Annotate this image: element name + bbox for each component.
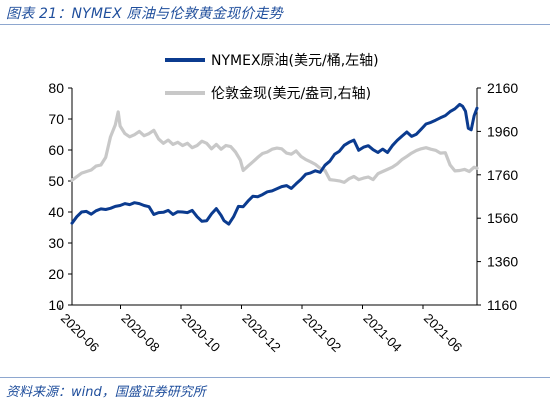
figure-title: 图表 21：NYMEX 原油与伦敦黄金现价走势 [6, 6, 283, 22]
left-tick-label: 50 [48, 173, 64, 189]
right-tick-label: 1360 [487, 254, 518, 270]
left-tick-label: 30 [48, 235, 64, 251]
x-tick-label: 2020-06 [58, 311, 102, 355]
series-line-london-gold [70, 110, 479, 184]
legend-label: NYMEX原油(美元/桶,左轴) [211, 53, 379, 69]
right-tick-label: 1760 [487, 167, 518, 183]
x-tick-label: 2021-02 [300, 311, 344, 355]
chart-canvas: 10 20 30 40 50 60 70 80 1160 1360 1560 1760 1960 216… [48, 53, 518, 355]
x-tick-label: 2021-06 [421, 311, 465, 355]
left-tick-label: 70 [48, 111, 64, 127]
x-axis: 2020-06 2020-08 2020-10 2020-12 2021-02 2021-… [58, 305, 465, 355]
source-note: 资料来源：wind，国盛证券研究所 [6, 385, 206, 400]
x-tick-label: 2020-12 [239, 311, 283, 355]
legend: NYMEX原油(美元/桶,左轴) 伦敦金现(美元/盎司,右轴) [165, 53, 379, 102]
right-tick-label: 1160 [487, 297, 517, 313]
x-tick-label: 2020-10 [179, 311, 223, 355]
left-tick-label: 40 [48, 204, 64, 220]
left-tick-label: 20 [48, 266, 64, 282]
plot-frame [71, 88, 478, 306]
right-tick-label: 1560 [487, 210, 518, 226]
left-tick-label: 80 [48, 80, 64, 96]
right-tick-label: 2160 [487, 80, 518, 96]
right-axis: 1160 1360 1560 1760 1960 2160 [477, 80, 518, 313]
left-tick-label: 10 [48, 297, 64, 313]
legend-label: 伦敦金现(美元/盎司,右轴) [211, 86, 371, 102]
title-divider [0, 24, 550, 25]
x-tick-label: 2021-04 [360, 311, 404, 355]
series-line-nymex-crude [70, 102, 479, 226]
left-tick-label: 60 [48, 142, 64, 158]
x-tick-label: 2020-08 [118, 311, 162, 355]
series-layer [70, 102, 479, 226]
right-tick-label: 1960 [487, 123, 518, 139]
source-divider [0, 377, 550, 378]
left-axis: 10 20 30 40 50 60 70 80 [48, 80, 72, 313]
